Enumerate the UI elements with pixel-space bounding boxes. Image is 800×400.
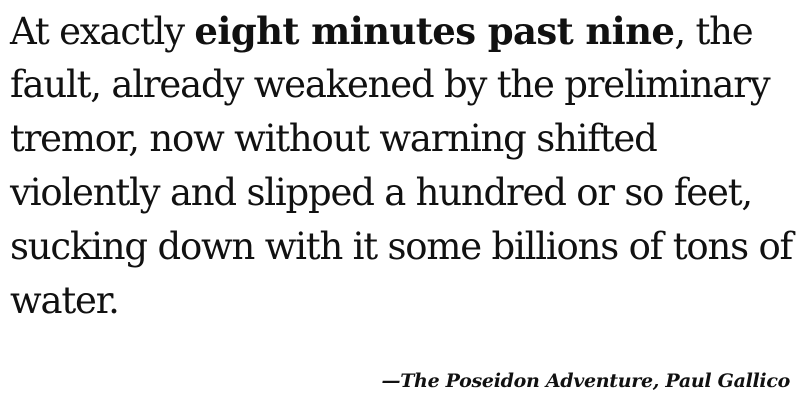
quote-line-5: sucking down with it some billions of to… <box>10 225 793 268</box>
quote-line-2: fault, already weakened by the prelimina… <box>10 63 771 106</box>
attribution-dash: — <box>381 370 401 392</box>
quote-line-4: violently and slipped a hundred or so fe… <box>10 171 753 214</box>
attribution-separator: , <box>652 370 666 392</box>
quote-passage: At exactly eight minutes past nine, the … <box>10 4 793 328</box>
author-name: Paul Gallico <box>665 370 790 392</box>
attribution: —The Poseidon Adventure, Paul Gallico <box>381 366 791 396</box>
quote-line-6: water. <box>10 279 120 322</box>
quote-line-3: tremor, now without warning shifted <box>10 117 658 160</box>
quote-text: At exactly <box>10 10 195 53</box>
book-title: The Poseidon Adventure <box>400 370 653 392</box>
quote-emphasis: eight minutes past nine <box>194 9 675 53</box>
quote-text: , the <box>674 10 753 53</box>
quote-line-1: At exactly eight minutes past nine, the <box>10 4 792 58</box>
